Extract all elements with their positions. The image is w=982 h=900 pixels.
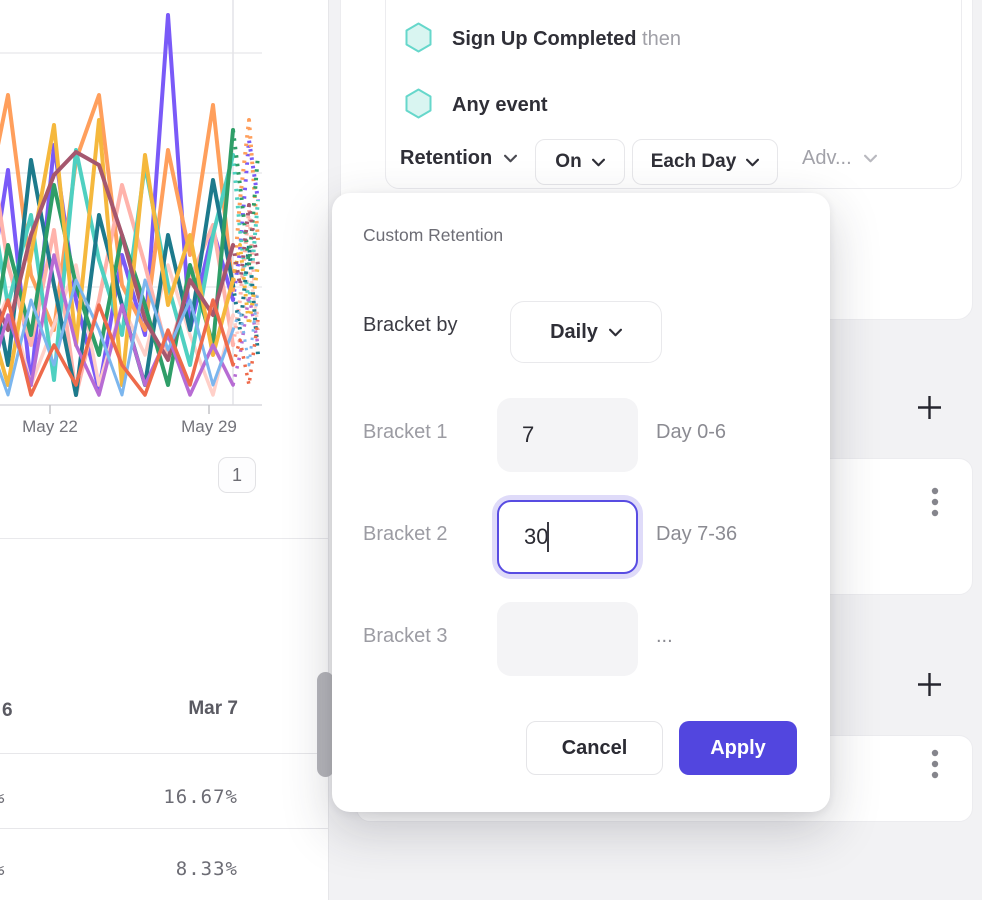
table-cell-partial: % [0, 786, 5, 808]
chevron-down-icon [746, 158, 760, 166]
event-step-1-suffix: then [642, 28, 681, 50]
cancel-button[interactable]: Cancel [526, 721, 663, 775]
chart-page-button[interactable]: 1 [218, 457, 256, 493]
bracket-by-dropdown[interactable]: Daily [510, 301, 662, 363]
add-section-button[interactable] [916, 394, 943, 421]
granularity-dropdown[interactable]: Each Day [632, 139, 778, 185]
measure-dropdown[interactable]: Retention [400, 147, 518, 170]
chevron-down-icon [863, 154, 877, 163]
table-scrollbar-thumb[interactable] [317, 672, 334, 777]
custom-retention-modal: Custom Retention Bracket by Daily Bracke… [332, 193, 830, 812]
chevron-down-icon [608, 328, 622, 336]
bracket-2-label: Bracket 2 [363, 523, 448, 545]
chevron-down-icon [504, 154, 518, 163]
chart-series-lines [0, 13, 260, 397]
chart-table-card: May 22 May 29 1 6 Mar 7 % 16.67% % 8.33% [0, 0, 329, 900]
plus-icon [918, 673, 941, 696]
section-divider [0, 538, 328, 539]
event-step-2[interactable]: Any event [452, 94, 548, 117]
text-cursor [547, 522, 549, 552]
event-step-1[interactable]: Sign Up Completed then [452, 28, 681, 51]
apply-button[interactable]: Apply [679, 721, 797, 775]
table-cell-row2: 8.33% [175, 858, 238, 880]
chevron-down-icon [591, 158, 605, 166]
x-tick-may-22: May 22 [22, 417, 78, 436]
bracket-2-range: Day 7-36 [656, 523, 738, 545]
modal-title: Custom Retention [363, 225, 504, 245]
event-step-2-label: Any event [452, 94, 548, 116]
granularity-dropdown-label: Each Day [650, 151, 737, 172]
bracket-1-range: Day 0-6 [656, 421, 727, 443]
x-tick-may-29: May 29 [181, 417, 237, 436]
bracket-by-label: Bracket by [363, 314, 458, 336]
bracket-3-range: ... [656, 625, 673, 647]
measure-dropdown-label: Retention [400, 147, 493, 169]
bracket-2-input[interactable] [497, 500, 638, 574]
bracket-3-input[interactable] [497, 602, 638, 676]
retention-line-chart [0, 0, 262, 414]
table-header-divider [0, 753, 328, 754]
bracket-1-input[interactable] [497, 398, 638, 472]
table-row-divider [0, 828, 328, 829]
bracket-by-value: Daily [550, 320, 598, 343]
chart-axis [0, 404, 262, 414]
kebab-menu-icon[interactable] [930, 487, 940, 517]
bracket-1-label: Bracket 1 [363, 421, 448, 443]
table-col-header-mar7: Mar 7 [188, 698, 238, 719]
table-cell-row1: 16.67% [163, 786, 238, 808]
plus-icon [918, 396, 941, 419]
on-dropdown-label: On [555, 151, 582, 172]
on-dropdown[interactable]: On [535, 139, 625, 185]
event-hexagon-icon [405, 88, 432, 124]
kebab-menu-icon[interactable] [930, 749, 940, 779]
table-cell-partial: % [0, 858, 5, 880]
advanced-dropdown-label: Adv... [802, 147, 852, 169]
event-hexagon-icon [405, 22, 432, 58]
advanced-dropdown[interactable]: Adv... [802, 147, 877, 170]
table-col-header-partial: 6 [2, 700, 13, 721]
bracket-3-label: Bracket 3 [363, 625, 448, 647]
event-step-1-label: Sign Up Completed [452, 28, 637, 50]
add-section-button[interactable] [916, 671, 943, 698]
